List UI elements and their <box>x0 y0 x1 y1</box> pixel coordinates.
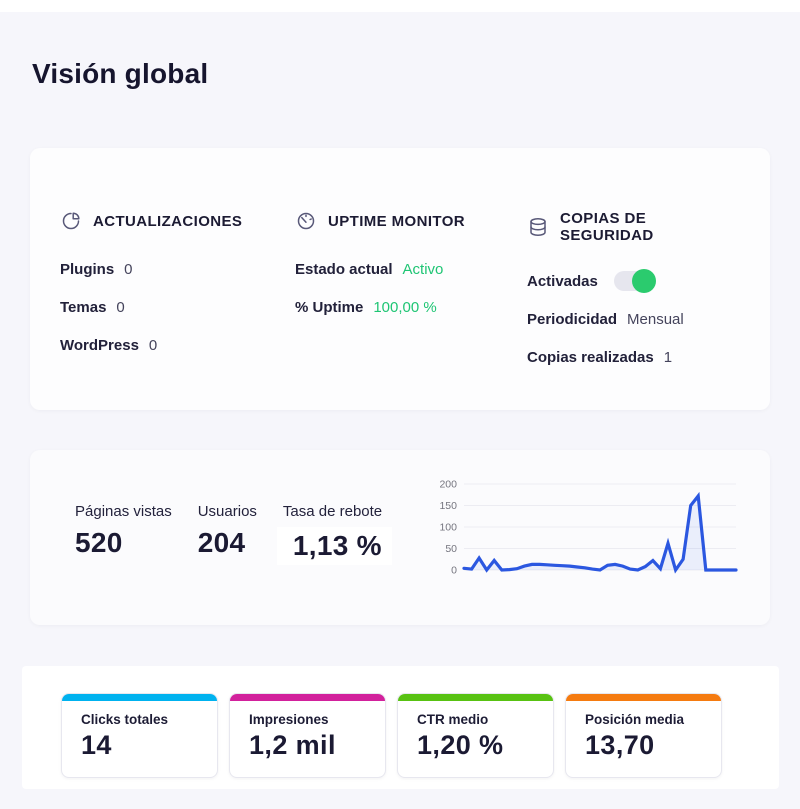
svg-text:50: 50 <box>445 543 457 555</box>
updates-title: ACTUALIZACIONES <box>93 212 243 230</box>
search-metrics-band: Clicks totales 14 Impresiones 1,2 mil CT… <box>22 666 779 789</box>
pageviews-line-chart: 0 50 100 150 200 <box>430 474 742 592</box>
accent-bar-cyan <box>62 694 217 701</box>
backups-toggle[interactable] <box>613 269 656 293</box>
page-title: Visión global <box>32 58 209 89</box>
uptime-status-value: Activo <box>402 260 444 278</box>
updates-row-themes: Temas 0 <box>60 298 125 316</box>
svg-text:200: 200 <box>439 479 457 491</box>
database-icon <box>527 216 549 238</box>
top-white-strip <box>0 0 800 12</box>
uptime-column: UPTIME MONITOR Estado actual Activo % Up… <box>295 210 527 410</box>
analytics-card: Páginas vistas 520 Usuarios 204 Tasa de … <box>30 450 770 625</box>
metric-impressions: Impresiones 1,2 mil <box>229 693 386 778</box>
chart-svg: 0 50 100 150 200 <box>439 479 738 577</box>
backups-column: COPIAS DE SEGURIDAD Activadas Periodicid… <box>527 210 740 410</box>
svg-text:0: 0 <box>451 565 457 577</box>
updates-row-wordpress: WordPress 0 <box>60 336 158 354</box>
backups-header: COPIAS DE SEGURIDAD <box>527 210 740 244</box>
backups-row-enabled: Activadas <box>527 269 740 293</box>
backups-title: COPIAS DE SEGURIDAD <box>560 210 654 244</box>
metric-position: Posición media 13,70 <box>565 693 722 778</box>
updates-header: ACTUALIZACIONES <box>60 210 295 232</box>
svg-text:100: 100 <box>439 522 457 534</box>
stat-users: Usuarios 204 <box>197 503 257 558</box>
uptime-row-status: Estado actual Activo <box>295 260 444 278</box>
backups-row-count: Copias realizadas 1 <box>527 348 673 366</box>
accent-bar-green <box>398 694 553 701</box>
overview-card: ACTUALIZACIONES Plugins 0 Temas 0 WordPr… <box>30 148 770 410</box>
analytics-stats: Páginas vistas 520 Usuarios 204 Tasa de … <box>75 503 392 565</box>
accent-bar-orange <box>566 694 721 701</box>
backups-row-periodicity: Periodicidad Mensual <box>527 310 684 328</box>
metrics-row: Clicks totales 14 Impresiones 1,2 mil CT… <box>22 666 779 778</box>
metric-clicks: Clicks totales 14 <box>61 693 218 778</box>
uptime-header: UPTIME MONITOR <box>295 210 527 232</box>
uptime-percent-value: 100,00 % <box>373 298 437 316</box>
stat-pageviews: Páginas vistas 520 <box>75 503 172 558</box>
svg-text:150: 150 <box>439 500 457 512</box>
toggle-knob <box>631 269 656 293</box>
uptime-title: UPTIME MONITOR <box>328 212 465 230</box>
updates-row-plugins: Plugins 0 <box>60 260 133 278</box>
stat-bounce-rate: Tasa de rebote 1,13 % <box>276 503 392 565</box>
accent-bar-magenta <box>230 694 385 701</box>
metric-ctr: CTR medio 1,20 % <box>397 693 554 778</box>
gauge-icon <box>295 210 317 232</box>
pie-chart-icon <box>60 210 82 232</box>
uptime-row-percent: % Uptime 100,00 % <box>295 298 437 316</box>
updates-column: ACTUALIZACIONES Plugins 0 Temas 0 WordPr… <box>60 210 295 410</box>
